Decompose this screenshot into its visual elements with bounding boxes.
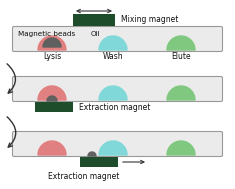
Polygon shape [38,86,66,100]
Bar [73,14,115,26]
Text: Wash: Wash [103,52,123,61]
Text: Extraction magnet: Extraction magnet [48,172,120,181]
Text: Mixing magnet: Mixing magnet [121,15,178,25]
Polygon shape [38,141,66,155]
Bar [80,157,118,167]
FancyBboxPatch shape [12,26,223,51]
Polygon shape [99,141,127,155]
Text: Oil: Oil [91,31,101,37]
FancyBboxPatch shape [12,77,223,101]
Bar [35,102,73,112]
Polygon shape [88,152,96,156]
Text: Elute: Elute [171,52,191,61]
Text: Magnetic beads: Magnetic beads [18,31,75,37]
Text: Extraction magnet: Extraction magnet [79,102,150,112]
Polygon shape [99,86,127,100]
FancyBboxPatch shape [12,132,223,156]
Polygon shape [43,38,61,47]
Polygon shape [47,96,57,101]
Polygon shape [167,36,195,50]
Polygon shape [167,86,195,100]
Text: Lysis: Lysis [43,52,61,61]
Polygon shape [167,141,195,155]
Polygon shape [38,36,66,50]
Polygon shape [99,36,127,50]
